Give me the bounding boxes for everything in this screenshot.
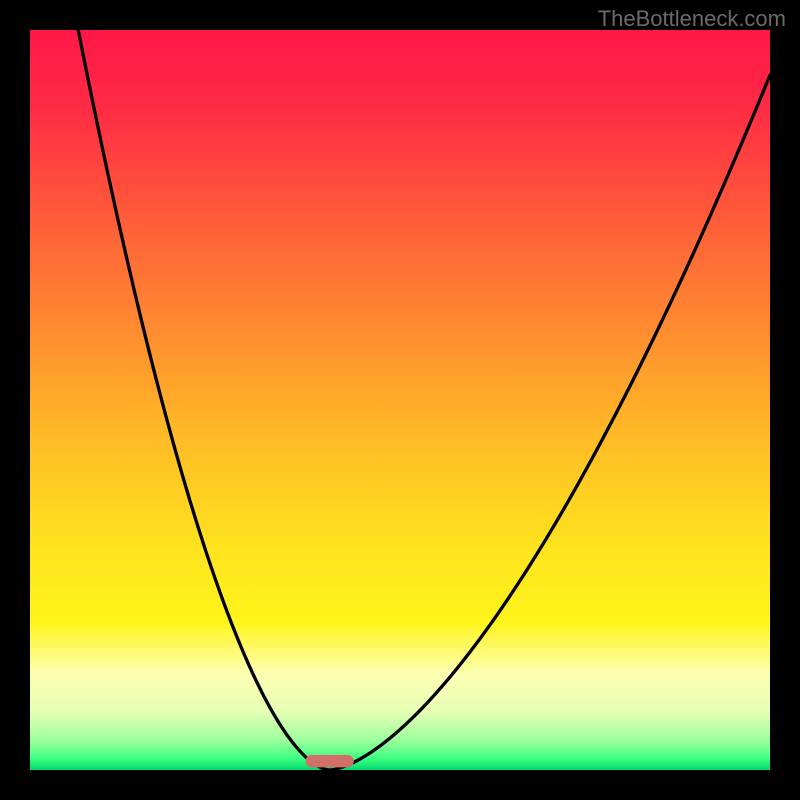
chart-background bbox=[30, 30, 770, 770]
chart-stage: TheBottleneck.com bbox=[0, 0, 800, 800]
chart-svg bbox=[0, 0, 800, 800]
min-marker bbox=[306, 755, 354, 768]
